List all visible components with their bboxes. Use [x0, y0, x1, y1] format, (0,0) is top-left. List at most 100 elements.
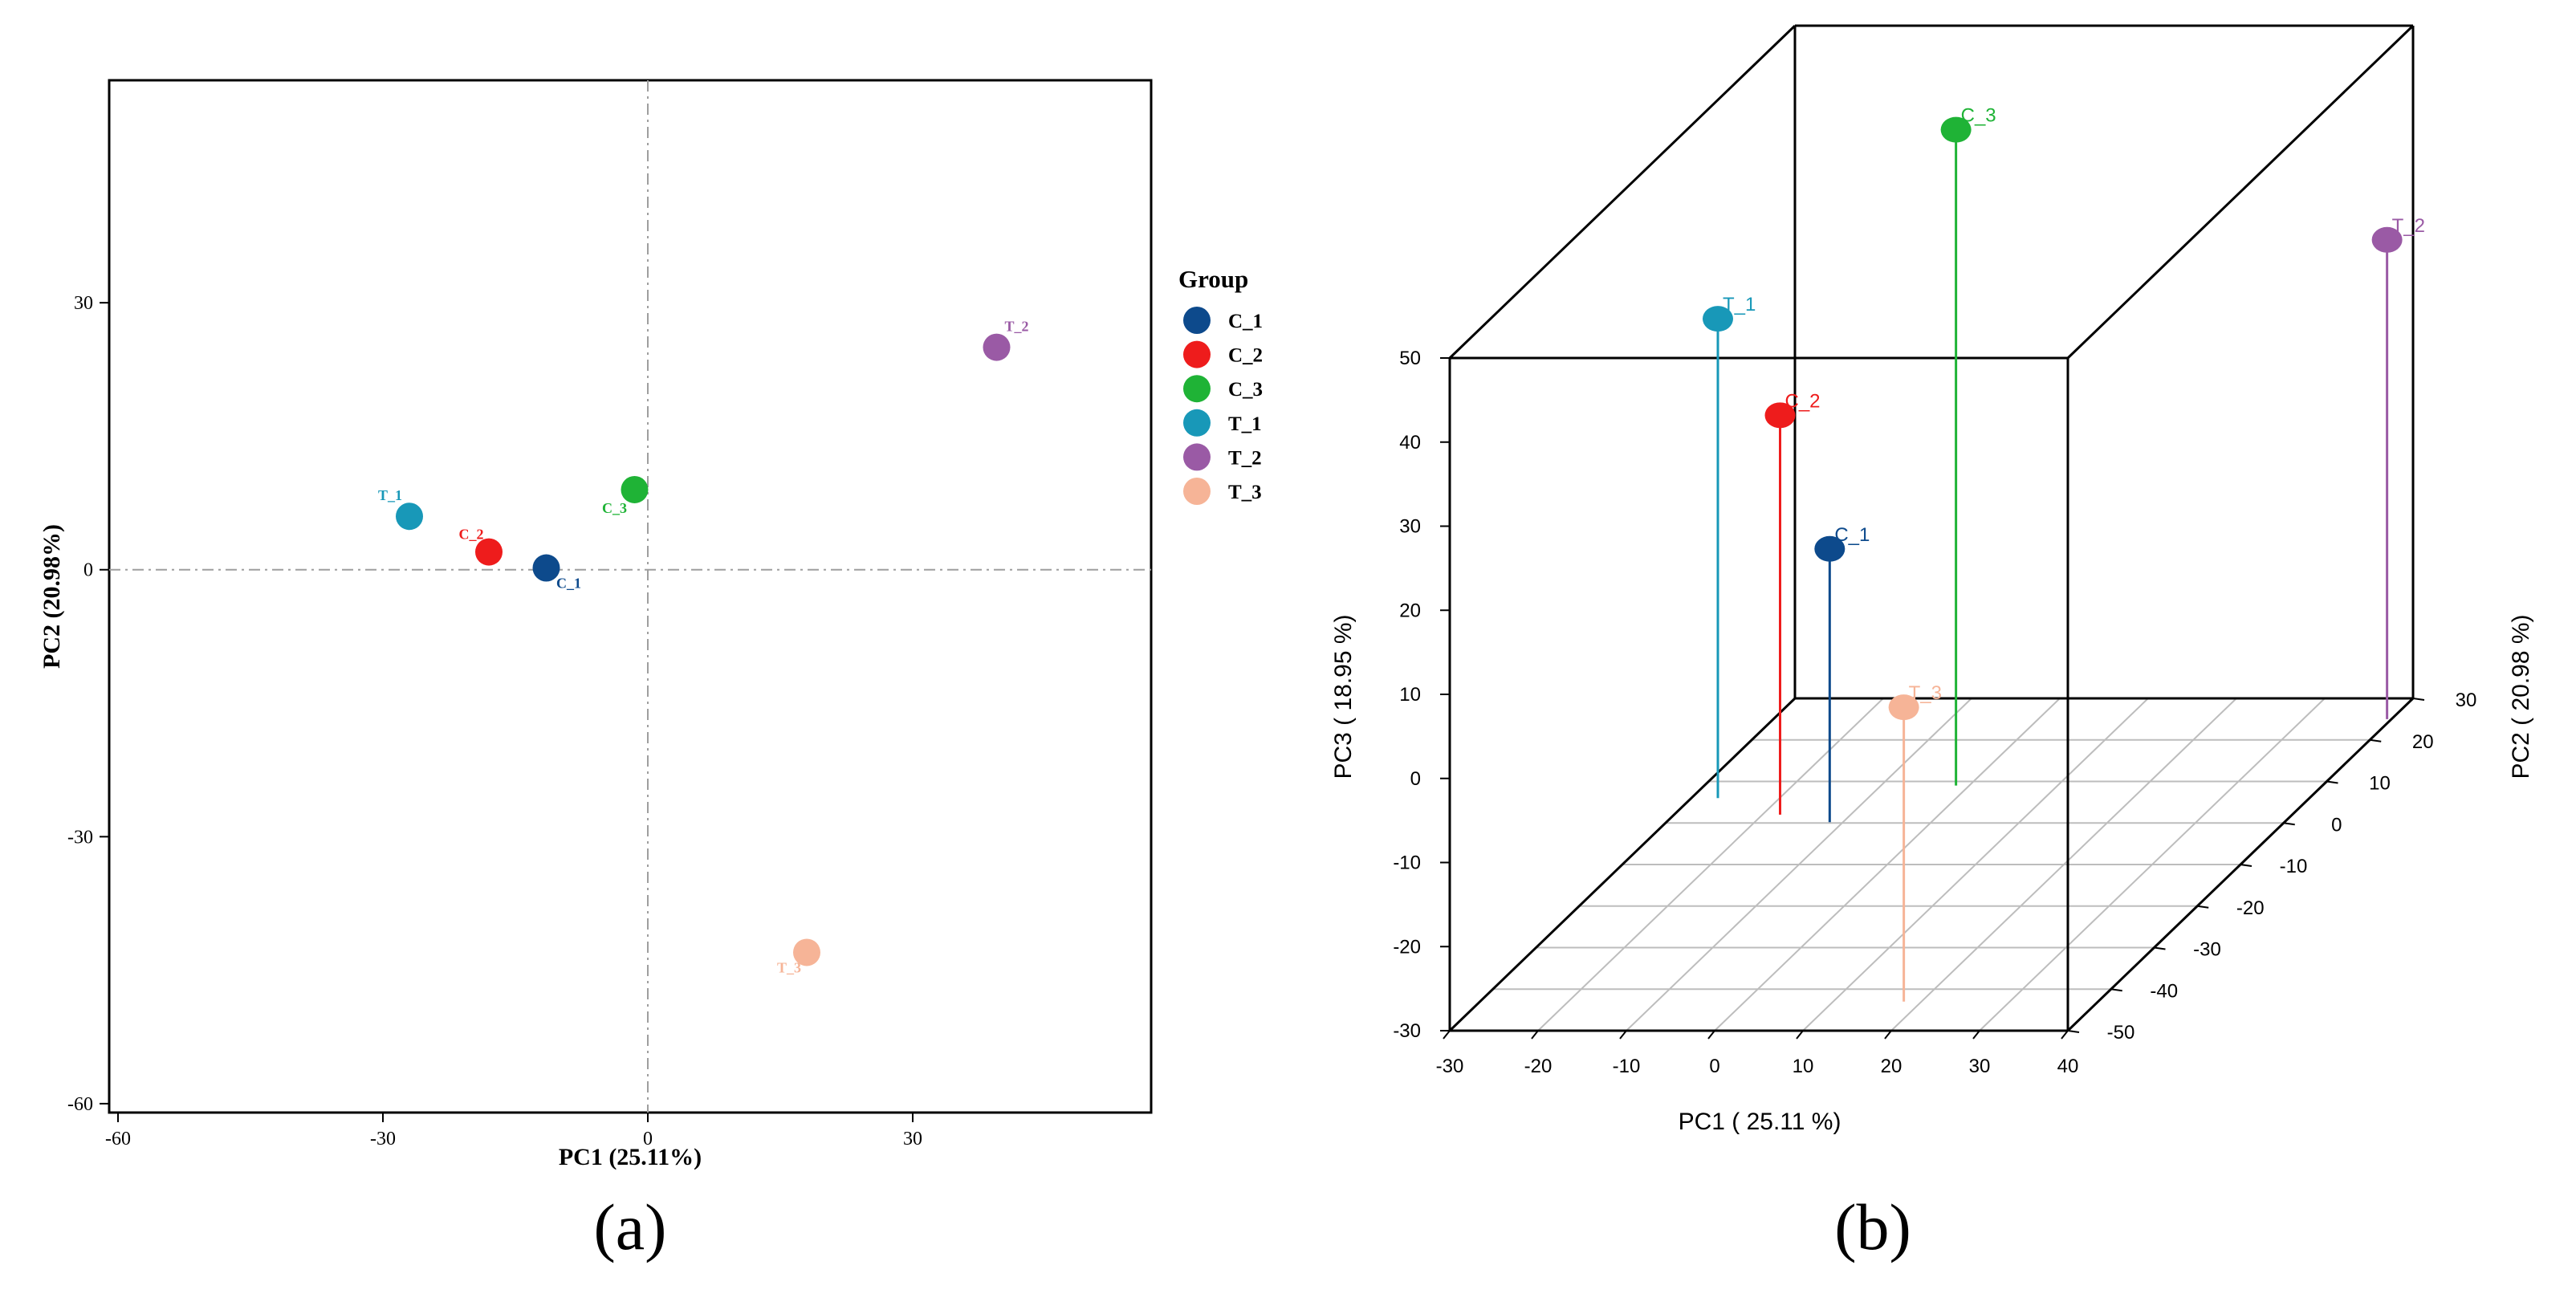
y3d-tick-mark: [2110, 988, 2122, 992]
x-axis-label: PC1 (25.11%): [559, 1144, 702, 1170]
z3d-tick-label: 50: [1399, 348, 1421, 369]
y3d-tick-label: -30: [2193, 939, 2221, 961]
y3d-tick-mark: [2370, 738, 2382, 743]
z3d-tick-label: -20: [1393, 936, 1421, 958]
point-label-C_1: C_1: [556, 576, 581, 592]
y3d-tick-mark: [2197, 905, 2209, 909]
data-point-C_3: [621, 475, 649, 503]
x-tick-label: -30: [370, 1129, 396, 1149]
y-axis-label: PC2 (20.98%): [39, 524, 65, 669]
point-label-3d-C_3: C_3: [1961, 105, 1996, 127]
z3d-tick-label: 40: [1399, 432, 1421, 454]
legend-label-C_1: C_1: [1228, 311, 1263, 332]
y-tick-label: 0: [83, 560, 93, 581]
point-label-3d-T_3: T_3: [1909, 682, 1942, 704]
y3d-tick-label: -40: [2150, 980, 2178, 1002]
box-edge: [2066, 24, 2415, 360]
data-point-3d-C_1: [1814, 535, 1846, 562]
point-label-T_2: T_2: [1004, 319, 1028, 335]
data-point-C_1: [532, 554, 560, 582]
legend-marker-T_2: [1183, 443, 1211, 471]
x3d-tick-label: -30: [1436, 1056, 1464, 1077]
plot-a-frame: [108, 79, 1153, 1114]
caption-b: (b): [1834, 1190, 1911, 1263]
z3d-tick-label: 20: [1399, 600, 1421, 621]
x3d-tick-mark: [1707, 1030, 1715, 1040]
point-label-C_2: C_2: [459, 527, 484, 543]
x3d-tick-label: 30: [1969, 1056, 1991, 1077]
panel-a-2d-pca: -60 -30 0 30 -60 -30 0 30 C_1 C_2 C_3 T_1 T_2 T_3 PC…: [39, 79, 1263, 1263]
x3d-tick-mark: [1619, 1030, 1627, 1040]
y3d-tick-mark: [2283, 822, 2295, 826]
legend-marker-T_3: [1183, 478, 1211, 505]
y3d-tick-label: -50: [2107, 1022, 2135, 1044]
data-point-3d-T_3: [1888, 694, 1919, 721]
legend-marker-T_1: [1183, 409, 1211, 437]
y-tick-label: -30: [67, 827, 93, 848]
data-point-3d-C_3: [1940, 116, 1972, 143]
y-axis-label-3d: PC2 ( 20.98 %): [2508, 614, 2534, 779]
legend-marker-C_2: [1183, 340, 1211, 368]
z3d-tick-label: -10: [1393, 852, 1421, 874]
point-label-3d-T_1: T_1: [1723, 294, 1756, 315]
data-point-3d-T_2: [2371, 226, 2403, 253]
legend-label-T_3: T_3: [1228, 482, 1262, 503]
point-label-3d-C_2: C_2: [1785, 390, 1821, 412]
box-edge: [1448, 697, 1797, 1032]
point-label-T_1: T_1: [378, 487, 402, 503]
y3d-tick-label: -10: [2280, 856, 2308, 877]
z3d-tick-label: 30: [1399, 516, 1421, 538]
x3d-tick-label: 0: [1709, 1056, 1719, 1077]
x3d-tick-mark: [2061, 1030, 2069, 1040]
data-point-T_3: [793, 938, 820, 966]
legend-label-T_2: T_2: [1228, 447, 1262, 469]
x3d-tick-label: -20: [1524, 1056, 1553, 1077]
x3d-tick-mark: [1972, 1030, 1980, 1040]
x-tick-label: -60: [105, 1129, 131, 1149]
x3d-tick-label: -10: [1613, 1056, 1641, 1077]
x-tick-label: 0: [643, 1129, 653, 1149]
y3d-tick-label: 30: [2456, 690, 2477, 711]
point-label-3d-C_1: C_1: [1834, 524, 1870, 546]
x3d-tick-mark: [1796, 1030, 1804, 1040]
legend: Group C_1 C_2 C_3 T_1 T_2 T_3: [1178, 265, 1263, 505]
y3d-tick-label: 10: [2369, 773, 2391, 795]
legend-label-C_2: C_2: [1228, 345, 1263, 367]
y3d-tick-label: 0: [2331, 814, 2342, 836]
data-point-T_2: [983, 333, 1011, 361]
legend-title: Group: [1178, 265, 1248, 293]
y-tick-label: 30: [74, 293, 93, 314]
caption-a: (a): [593, 1190, 666, 1263]
data-point-C_2: [475, 538, 503, 566]
x3d-tick-label: 20: [1881, 1056, 1902, 1077]
point-label-T_3: T_3: [777, 959, 801, 975]
legend-marker-C_3: [1183, 375, 1211, 403]
x3d-tick-label: 10: [1793, 1056, 1814, 1077]
y3d-tick-mark: [2326, 780, 2338, 784]
z3d-tick-label: -30: [1393, 1020, 1421, 1042]
x3d-tick-mark: [1531, 1030, 1539, 1040]
y-tick-label: -60: [67, 1094, 93, 1115]
z3d-tick-label: 10: [1399, 684, 1421, 706]
x-tick-label: 30: [903, 1129, 922, 1149]
box-edge: [1448, 24, 1797, 360]
y3d-tick-mark: [2412, 698, 2425, 701]
x3d-tick-label: 40: [2057, 1056, 2079, 1077]
y3d-tick-label: -20: [2236, 897, 2265, 919]
z3d-tick-label: 0: [1410, 768, 1421, 790]
panel-b-3d-pca: -30 -20 -10 0 10 20 30 40 -50 -40 -30 -20 -10 0 10 20 30…: [1330, 24, 2534, 1263]
legend-label-C_3: C_3: [1228, 379, 1263, 401]
y3d-tick-mark: [2240, 864, 2252, 867]
data-point-T_1: [396, 502, 423, 531]
y3d-tick-mark: [2154, 946, 2166, 950]
z-axis-label-3d: PC3 ( 18.95 %): [1330, 614, 1357, 779]
x-axis-label-3d: PC1 ( 25.11 %): [1679, 1109, 1841, 1135]
data-point-3d-T_1: [1703, 306, 1733, 332]
point-label-3d-T_2: T_2: [2392, 215, 2425, 237]
y3d-tick-label: 20: [2412, 731, 2434, 753]
x3d-tick-mark: [1884, 1030, 1892, 1040]
y3d-tick-mark: [2067, 1030, 2080, 1033]
point-label-C_3: C_3: [602, 500, 627, 516]
legend-label-T_1: T_1: [1228, 413, 1262, 435]
